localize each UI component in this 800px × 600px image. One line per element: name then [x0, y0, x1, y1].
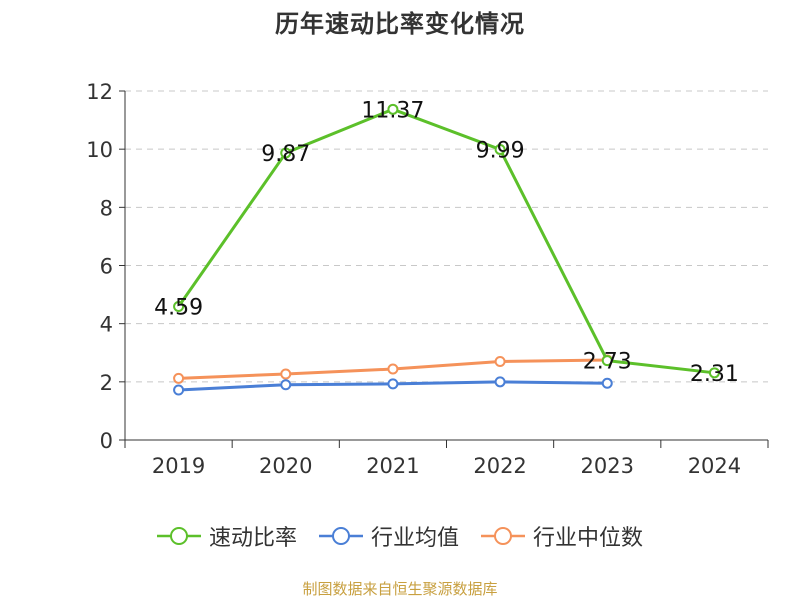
grid-layer — [125, 90, 768, 383]
data-point — [387, 103, 399, 115]
data-label: 2.31 — [690, 362, 739, 387]
data-point — [494, 143, 506, 155]
legend-label: 行业均值 — [370, 526, 459, 551]
data-point — [173, 372, 185, 384]
x-tick-label: 2024 — [688, 454, 741, 478]
data-point — [601, 377, 613, 389]
axis-layer: 0 2 4 6 8 10 12 2019 2020 2021 2022 2023 2024 — [86, 80, 769, 478]
legend-item-quick-ratio[interactable]: 速动比率 — [156, 520, 297, 552]
data-label: 2.73 — [583, 350, 632, 375]
legend-item-industry-median[interactable]: 行业中位数 — [481, 520, 643, 552]
y-tick-label: 12 — [86, 80, 113, 104]
chart-title: 历年速动比率变化情况 — [275, 10, 525, 38]
x-tick-label: 2023 — [581, 454, 634, 478]
y-tick-label: 10 — [86, 138, 113, 162]
legend: 速动比率 行业均值 行业中位数 — [0, 520, 800, 552]
legend-line-icon — [318, 527, 363, 545]
x-tick-label: 2020 — [259, 454, 312, 478]
series-layer — [173, 103, 720, 396]
source-note: 制图数据来自恒生聚源数据库 — [302, 580, 498, 598]
data-point — [708, 367, 720, 379]
data-point — [280, 379, 292, 391]
y-tick-label: 2 — [100, 371, 113, 395]
data-label: 11.37 — [361, 98, 424, 123]
x-tick-label: 2019 — [152, 454, 205, 478]
x-tick-label: 2021 — [366, 454, 419, 478]
legend-item-industry-average[interactable]: 行业均值 — [318, 520, 459, 552]
data-point — [280, 368, 292, 380]
series-line — [177, 107, 715, 375]
data-point — [173, 384, 185, 396]
legend-line-icon — [481, 527, 525, 545]
data-label: 9.87 — [261, 142, 310, 167]
legend-line-icon — [156, 527, 201, 545]
data-label: 9.99 — [476, 138, 525, 163]
data-point — [387, 363, 399, 375]
data-label: 4.59 — [154, 296, 203, 321]
data-point — [494, 376, 506, 388]
x-tick-label: 2022 — [473, 454, 526, 478]
label-layer: 4.59 9.87 11.37 9.99 2.73 2.31 — [154, 98, 739, 386]
legend-label: 速动比率 — [208, 526, 297, 551]
data-point — [387, 378, 399, 390]
y-tick-label: 6 — [100, 255, 113, 279]
data-point — [601, 355, 613, 367]
data-point — [494, 355, 506, 367]
y-tick-label: 4 — [100, 313, 113, 337]
y-tick-label: 8 — [100, 196, 113, 220]
data-point — [280, 147, 292, 159]
data-point — [173, 301, 185, 313]
legend-label: 行业中位数 — [533, 526, 644, 551]
y-tick-label: 0 — [100, 429, 113, 453]
